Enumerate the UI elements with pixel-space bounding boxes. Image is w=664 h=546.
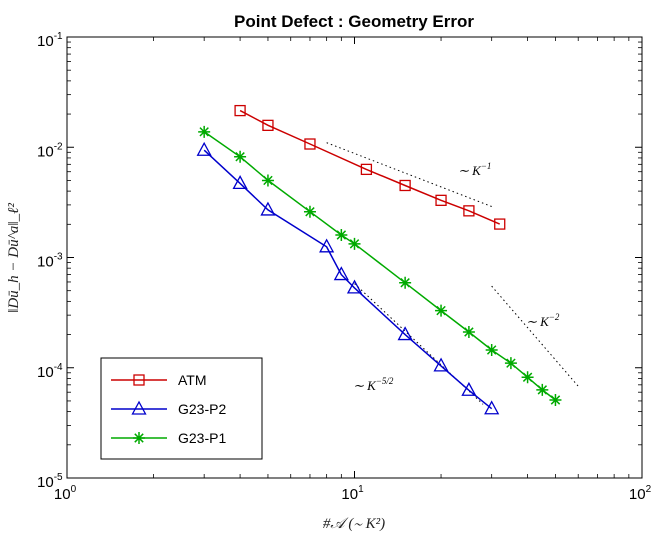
reference-label-exponent: −2 xyxy=(549,312,560,322)
data-point xyxy=(521,371,534,384)
x-tick-exponent: 0 xyxy=(71,484,77,495)
data-point xyxy=(346,279,363,294)
series-g23-p2 xyxy=(196,141,500,415)
data-point xyxy=(262,119,274,131)
reference-label-text: ∼ K xyxy=(353,378,377,393)
data-point xyxy=(261,174,274,187)
reference-label-text: ∼ K xyxy=(526,314,550,329)
x-tick-base: 10 xyxy=(54,486,71,503)
reference-label: ∼ K−5/2 xyxy=(353,376,394,393)
data-point xyxy=(232,175,248,190)
x-axis-label: #𝒜 (∼ K²) xyxy=(323,516,385,532)
data-point xyxy=(196,141,212,156)
data-point xyxy=(360,163,373,176)
x-tick-label: 101 xyxy=(341,484,364,503)
data-point xyxy=(461,381,477,396)
y-tick-base: 10 xyxy=(37,364,54,381)
data-point xyxy=(348,237,361,250)
y-tick-exponent: -3 xyxy=(54,252,63,263)
y-tick-label: 10-1 xyxy=(37,31,63,50)
y-tick-label: 10-4 xyxy=(37,362,63,381)
legend-marker xyxy=(131,400,147,415)
data-point xyxy=(435,304,448,317)
y-tick-exponent: -4 xyxy=(54,362,63,373)
data-point xyxy=(198,125,211,138)
data-point xyxy=(260,201,276,216)
reference-label-text: ∼ K xyxy=(458,163,482,178)
data-point xyxy=(333,266,349,281)
series-line xyxy=(203,149,493,410)
data-point xyxy=(463,205,475,217)
y-tick-base: 10 xyxy=(37,33,54,50)
reference-label-exponent: −5/2 xyxy=(376,376,394,386)
data-point xyxy=(319,238,335,253)
reference-label-exponent: −1 xyxy=(481,161,492,171)
y-tick-label: 10-5 xyxy=(37,472,63,491)
data-point xyxy=(485,343,498,356)
reference-label: ∼ K−1 xyxy=(458,161,491,178)
y-tick-label: 10-3 xyxy=(37,252,63,271)
x-tick-exponent: 1 xyxy=(358,484,364,495)
data-point xyxy=(399,276,412,289)
legend-label: G23-P1 xyxy=(178,430,226,446)
data-point xyxy=(536,383,549,396)
data-point xyxy=(304,138,316,150)
data-point xyxy=(549,393,562,406)
data-point xyxy=(234,104,246,117)
data-point xyxy=(234,150,247,163)
y-tick-base: 10 xyxy=(37,143,54,160)
data-point xyxy=(504,357,517,370)
legend-label: G23-P2 xyxy=(178,401,226,417)
series-atm xyxy=(234,104,506,230)
y-axis-label: ‖Dū_h − Dū^a‖_ℓ² xyxy=(6,203,22,313)
legend-marker xyxy=(133,374,145,386)
data-point xyxy=(484,400,500,415)
x-tick-label: 102 xyxy=(629,484,652,503)
y-tick-exponent: -5 xyxy=(54,472,63,483)
y-tick-base: 10 xyxy=(37,474,54,491)
data-point xyxy=(494,218,506,230)
series-layer xyxy=(196,104,562,415)
data-point xyxy=(399,179,411,192)
legend: ATM G23-P2 G23-P1 xyxy=(100,357,263,460)
x-tick-base: 10 xyxy=(341,486,358,503)
x-tick-label: 100 xyxy=(54,484,77,503)
y-tick-label: 10-2 xyxy=(37,141,63,160)
data-point xyxy=(435,194,447,206)
data-point xyxy=(335,228,348,241)
x-tick-exponent: 2 xyxy=(646,484,652,495)
legend-label: ATM xyxy=(178,372,207,388)
reference-label: ∼ K−2 xyxy=(526,312,560,329)
y-tick-exponent: -1 xyxy=(54,31,63,42)
data-point xyxy=(462,325,475,338)
series-g23-p1 xyxy=(198,125,562,406)
x-tick-base: 10 xyxy=(629,486,646,503)
chart-title: Point Defect : Geometry Error xyxy=(234,12,474,31)
y-tick-base: 10 xyxy=(37,254,54,271)
data-point xyxy=(433,357,449,372)
y-tick-exponent: -2 xyxy=(54,141,63,152)
data-point xyxy=(303,205,316,218)
data-point xyxy=(397,326,413,341)
reference-lines: ∼ K−1∼ K−2∼ K−5/2 xyxy=(326,142,579,405)
legend-marker xyxy=(133,432,145,444)
